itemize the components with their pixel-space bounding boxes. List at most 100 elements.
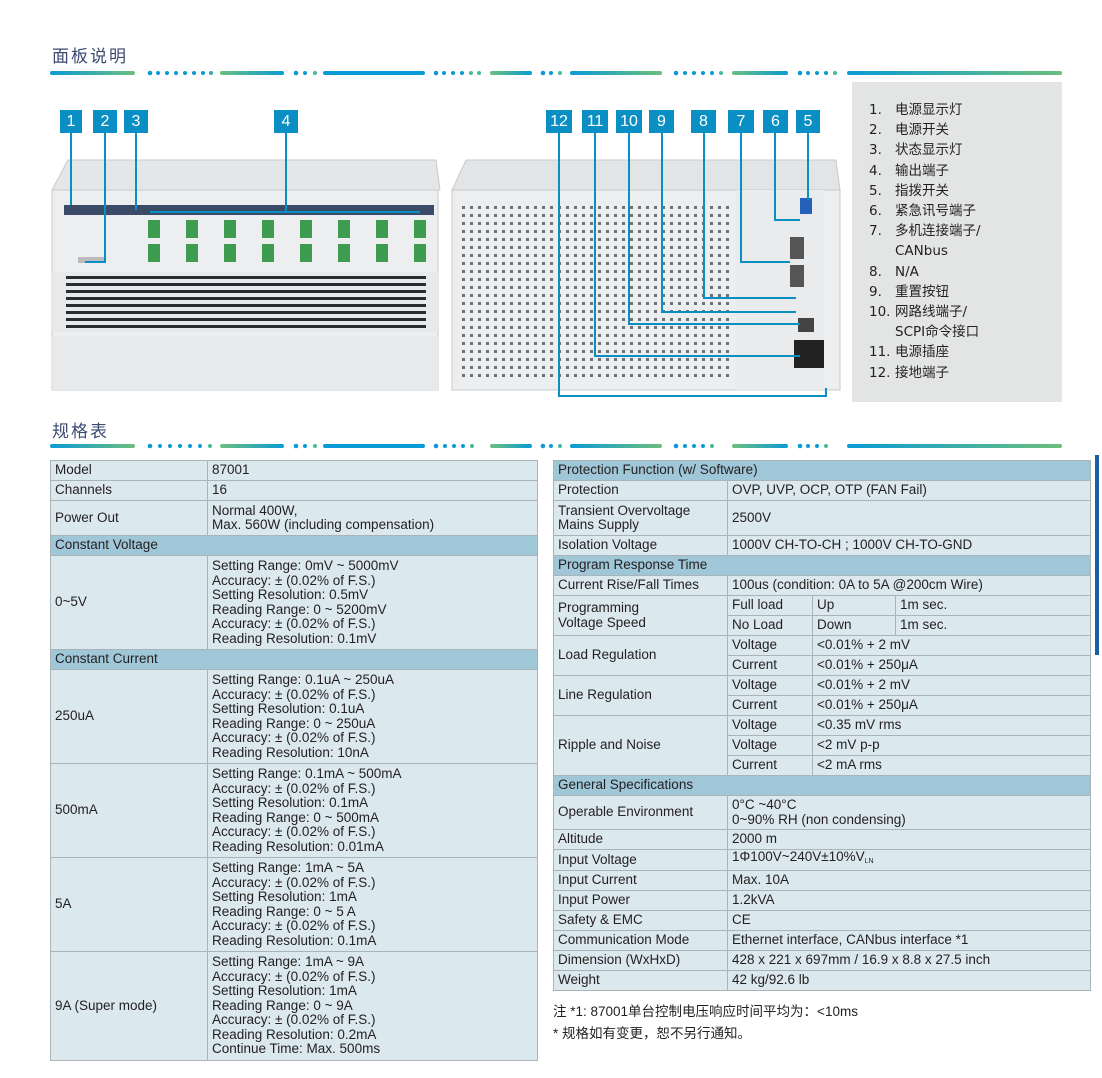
spec-label: Input Current bbox=[553, 869, 728, 891]
callout-label-5: 5 bbox=[796, 110, 820, 133]
table-row: 9A (Super mode) Setting Range: 1mA ~ 9A A… bbox=[50, 951, 538, 1061]
table-row: Current <2 mA rms bbox=[554, 755, 1091, 776]
spec-subcondition: Current bbox=[727, 655, 813, 676]
spec-direction: Down bbox=[812, 615, 896, 636]
spec-value: 1000V CH-TO-CH ; 1000V CH-TO-GND bbox=[727, 535, 1091, 556]
input-voltage-subscript: LN bbox=[864, 858, 874, 865]
table-row: Programming Voltage Speed Full load Up 1m s… bbox=[553, 595, 1091, 636]
spec-value: Setting Range: 1mA ~ 9A Accuracy: ± (0.0… bbox=[207, 951, 538, 1061]
spec-label: Channels bbox=[50, 480, 208, 501]
section-header-row: Constant Current bbox=[50, 649, 538, 670]
legend-text: 指拨开关 bbox=[895, 182, 949, 199]
legend-text: 电源插座 bbox=[895, 344, 949, 361]
legend-number: 2. bbox=[869, 122, 882, 139]
table-row: Load Regulation Voltage <0.01% + 2 mV bbox=[553, 635, 1091, 676]
spec-label: 250uA bbox=[50, 669, 208, 764]
table-row: Safety & EMC CE bbox=[553, 909, 1091, 931]
spec-subcondition: Voltage bbox=[727, 735, 813, 756]
table-row: 0~5V Setting Range: 0mV ~ 5000mV Accuracy… bbox=[50, 555, 538, 650]
table-row: Current <0.01% + 250μA bbox=[554, 695, 1091, 716]
spec-value: Setting Range: 0.1mA ~ 500mA Accuracy: ±… bbox=[207, 763, 538, 858]
legend-text: 多机连接端子/ CANbus bbox=[895, 223, 981, 260]
legend-number: 5. bbox=[869, 182, 882, 199]
spec-label: 0~5V bbox=[50, 555, 208, 650]
callout-label-2: 2 bbox=[93, 110, 117, 133]
legend-text: 电源显示灯 bbox=[895, 102, 963, 118]
table-row: 5A Setting Range: 1mA ~ 5A Accuracy: ± (0… bbox=[50, 857, 538, 952]
spec-label: Safety & EMC bbox=[553, 909, 728, 931]
spec-subcondition: Voltage bbox=[727, 635, 813, 656]
legend-item: 4. 输出端子 bbox=[869, 161, 1062, 181]
spec-label: 5A bbox=[50, 857, 208, 952]
legend-item: 3. 状态显示灯 bbox=[869, 140, 1062, 160]
spec-value: 0°C ~40°C 0~90% RH (non condensing) bbox=[727, 795, 1091, 830]
callout-label-9: 9 bbox=[649, 110, 674, 133]
spec-label: Ripple and Noise bbox=[553, 715, 728, 776]
legend-number: 11. bbox=[869, 344, 891, 361]
callout-label-8: 8 bbox=[691, 110, 716, 133]
legend-text: 网路线端子/ SCPI命令接口 bbox=[895, 304, 980, 341]
table-row: Voltage <2 mV p-p bbox=[554, 735, 1091, 756]
spec-subcondition: No Load bbox=[727, 615, 813, 636]
legend-number: 8. bbox=[869, 263, 882, 280]
front-panel-image bbox=[51, 159, 441, 391]
legend-number: 1. bbox=[869, 102, 882, 118]
spec-label: Transient Overvoltage Mains Supply bbox=[553, 500, 728, 536]
spec-label: Load Regulation bbox=[553, 635, 728, 676]
legend-item: 6. 紧急讯号端子 bbox=[869, 201, 1062, 221]
decorative-divider bbox=[50, 443, 1062, 449]
decorative-divider bbox=[50, 70, 1062, 76]
legend-item: 9. 重置按钮 bbox=[869, 282, 1062, 302]
spec-value: 1.2kVA bbox=[727, 889, 1091, 911]
spec-value: OVP, UVP, OCP, OTP (FAN Fail) bbox=[727, 480, 1091, 501]
spec-value: Ethernet interface, CANbus interface *1 bbox=[727, 929, 1091, 951]
spec-value: Normal 400W, Max. 560W (including compen… bbox=[207, 500, 538, 536]
spec-value: <0.01% + 2 mV bbox=[812, 635, 1091, 656]
spec-label: Power Out bbox=[50, 500, 208, 536]
legend-item: 8. N/A bbox=[869, 262, 1062, 282]
spec-value: <0.01% + 250μA bbox=[812, 695, 1091, 716]
spec-value: 16 bbox=[207, 480, 538, 501]
spec-value: 1Φ100V~240V±10%VLN bbox=[727, 849, 1091, 871]
callout-label-12: 12 bbox=[546, 110, 572, 133]
spec-table-left: Model 87001 Channels 16 Power Out Normal 400W… bbox=[50, 460, 538, 1061]
table-row: Channels 16 bbox=[50, 480, 538, 501]
spec-value: 2500V bbox=[727, 500, 1091, 536]
legend-text: 电源开关 bbox=[895, 122, 949, 139]
callout-label-11: 11 bbox=[582, 110, 608, 133]
legend-text: 重置按钮 bbox=[895, 283, 949, 300]
legend-text: 紧急讯号端子 bbox=[895, 203, 976, 220]
spec-label: Protection bbox=[553, 480, 728, 501]
legend-text: 输出端子 bbox=[895, 162, 949, 179]
panel-section-title: 面板说明 bbox=[52, 47, 128, 67]
spec-subcondition: Current bbox=[727, 755, 813, 776]
spec-label: Communication Mode bbox=[553, 929, 728, 951]
table-row: Operable Environment 0°C ~40°C 0~90% RH (… bbox=[553, 795, 1091, 830]
spec-value: Setting Range: 0.1uA ~ 250uA Accuracy: ±… bbox=[207, 669, 538, 764]
legend-text: 接地端子 bbox=[895, 364, 949, 381]
table-row: 500mA Setting Range: 0.1mA ~ 500mA Accura… bbox=[50, 763, 538, 858]
section-header: Constant Voltage bbox=[50, 535, 538, 556]
spec-value: 100us (condition: 0A to 5A @200cm Wire) bbox=[727, 575, 1091, 596]
callout-label-10: 10 bbox=[616, 110, 642, 133]
table-row: Transient Overvoltage Mains Supply 2500V bbox=[553, 500, 1091, 536]
table-row: Altitude 2000 m bbox=[553, 829, 1091, 850]
section-header-row: Program Response Time bbox=[553, 555, 1091, 576]
product-images bbox=[51, 133, 841, 397]
spec-label: 9A (Super mode) bbox=[50, 951, 208, 1061]
legend-item: 12. 接地端子 bbox=[869, 363, 1062, 383]
section-header-row: General Specifications bbox=[553, 775, 1091, 796]
legend-number: 6. bbox=[869, 203, 882, 220]
spec-value: 428 x 221 x 697mm / 16.9 x 8.8 x 27.5 in… bbox=[727, 949, 1091, 971]
table-row: Communication Mode Ethernet interface, CA… bbox=[553, 929, 1091, 951]
legend-number: 10. bbox=[869, 304, 891, 321]
spec-label: Model bbox=[50, 460, 208, 481]
table-row: Power Out Normal 400W, Max. 560W (includi… bbox=[50, 500, 538, 536]
legend-number: 9. bbox=[869, 283, 882, 300]
spec-value: 2000 m bbox=[727, 829, 1091, 850]
spec-label: Weight bbox=[553, 969, 728, 991]
legend-item: 1. 电源显示灯 bbox=[869, 100, 1062, 120]
spec-label: Operable Environment bbox=[553, 795, 728, 830]
spec-value: <0.01% + 2 mV bbox=[812, 675, 1091, 696]
spec-value: 1m sec. bbox=[895, 595, 1091, 616]
